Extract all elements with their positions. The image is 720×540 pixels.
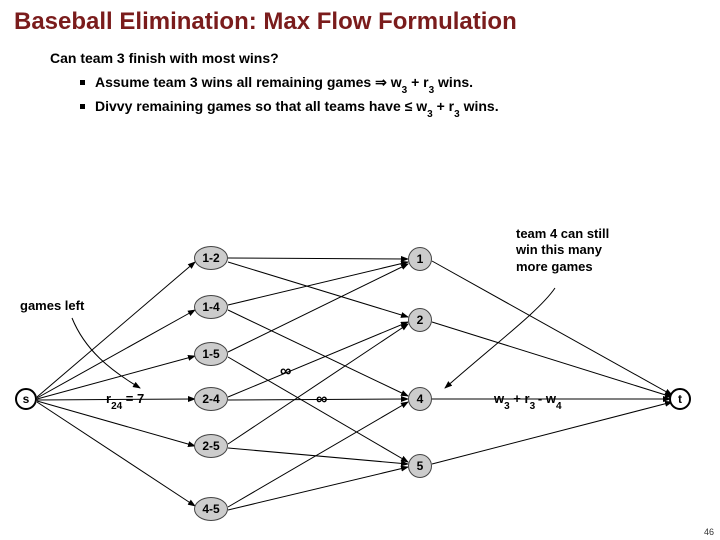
- bullet1-sub1: 3: [402, 85, 408, 96]
- page-title: Baseball Elimination: Max Flow Formulati…: [0, 0, 720, 40]
- node-4-5: 4-5: [194, 497, 228, 521]
- wrw-s1: 3: [504, 401, 510, 412]
- wrw-s3: 4: [556, 401, 562, 412]
- wrw-p1: w: [494, 391, 504, 406]
- bullet-2: Divvy remaining games so that all teams …: [80, 96, 720, 120]
- bullet2-sub1: 3: [427, 109, 433, 120]
- node-5: 5: [408, 454, 432, 478]
- bullet-icon: [80, 80, 85, 85]
- node-1-4: 1-4: [194, 295, 228, 319]
- node-1-2: 1-2: [194, 246, 228, 270]
- bullet1-text: Assume team 3 wins all remaining games ⇒…: [95, 74, 402, 90]
- label-games-left: games left: [20, 298, 84, 313]
- bullet2-mid: + r: [433, 98, 454, 114]
- team4-line2: win this many: [516, 242, 609, 258]
- node-1-5: 1-5: [194, 342, 228, 366]
- wrw-p3: - w: [538, 391, 556, 406]
- bullet2-suffix: wins.: [460, 98, 499, 114]
- node-s: s: [15, 388, 37, 410]
- node-2-5: 2-5: [194, 434, 228, 458]
- r24-sub: 24: [111, 401, 122, 412]
- node-4: 4: [408, 387, 432, 411]
- bullet-icon: [80, 104, 85, 109]
- bullet-list: Assume team 3 wins all remaining games ⇒…: [0, 72, 720, 120]
- node-2-4: 2-4: [194, 387, 228, 411]
- label-inf-1: ∞: [280, 363, 291, 381]
- node-t: t: [669, 388, 691, 410]
- bullet2-text: Divvy remaining games so that all teams …: [95, 98, 427, 114]
- bullet1-mid: + r: [407, 74, 428, 90]
- label-team4-note: team 4 can still win this many more game…: [516, 226, 609, 275]
- node-1: 1: [408, 247, 432, 271]
- team4-line3: more games: [516, 259, 609, 275]
- r24-rest: = 7: [122, 391, 144, 406]
- bullet2-sub2: 3: [454, 109, 460, 120]
- bullet1-sub2: 3: [429, 85, 435, 96]
- question-text: Can team 3 finish with most wins?: [0, 40, 720, 72]
- node-2: 2: [408, 308, 432, 332]
- page-number: 46: [704, 527, 714, 537]
- wrw-p2: + r: [510, 391, 530, 406]
- team4-line1: team 4 can still: [516, 226, 609, 242]
- bullet-1: Assume team 3 wins all remaining games ⇒…: [80, 72, 720, 96]
- label-inf-2: ∞: [316, 391, 327, 409]
- bullet1-suffix: wins.: [434, 74, 473, 90]
- wrw-s2: 3: [530, 401, 538, 412]
- label-r24: r24 = 7: [106, 391, 144, 410]
- label-w3r3w4: w3 + r3 - w4: [494, 391, 562, 410]
